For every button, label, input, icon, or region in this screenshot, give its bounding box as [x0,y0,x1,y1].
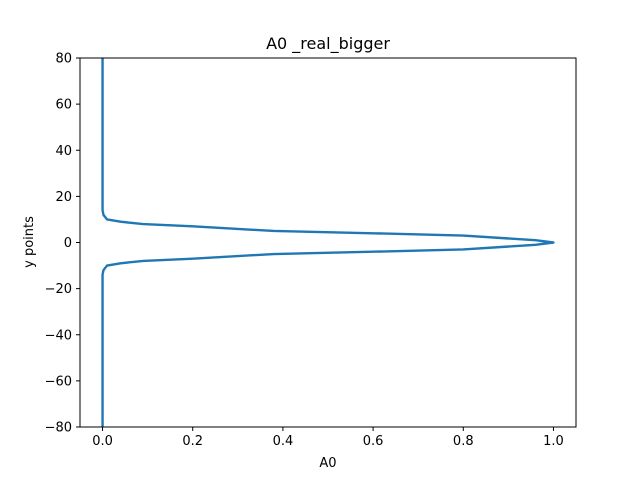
y-tick-label: 40 [55,144,72,159]
x-tick-label: 1.0 [543,434,564,449]
series-layer [101,58,555,427]
x-tick-label: 0.4 [273,434,294,449]
y-tick-label: 80 [55,52,72,67]
plot-frame [79,57,577,428]
plot-background [80,58,576,427]
series-line [101,58,555,427]
y-tick-label: 0 [64,236,72,251]
y-tick-label: 60 [55,98,72,113]
x-tick-label: 0.2 [182,434,203,449]
x-tick-label: 0.6 [363,434,384,449]
y-axis-label: y points [22,216,37,268]
y-tick-label: −40 [45,328,72,343]
x-tick-label: 0.0 [92,434,113,449]
chart-title: A0 _real_bigger [266,34,390,54]
y-tick-label: −60 [45,374,72,389]
y-tick-label: 20 [55,190,72,205]
y-axis-ticks: −80 −60 −40 −20 0 20 40 60 80 [45,52,80,436]
y-tick-label: −80 [45,421,72,436]
x-axis-label: A0 [319,456,336,471]
x-tick-label: 0.8 [453,434,474,449]
y-tick-label: −20 [45,282,72,297]
x-axis-ticks: 0.0 0.2 0.4 0.6 0.8 1.0 [92,427,564,449]
